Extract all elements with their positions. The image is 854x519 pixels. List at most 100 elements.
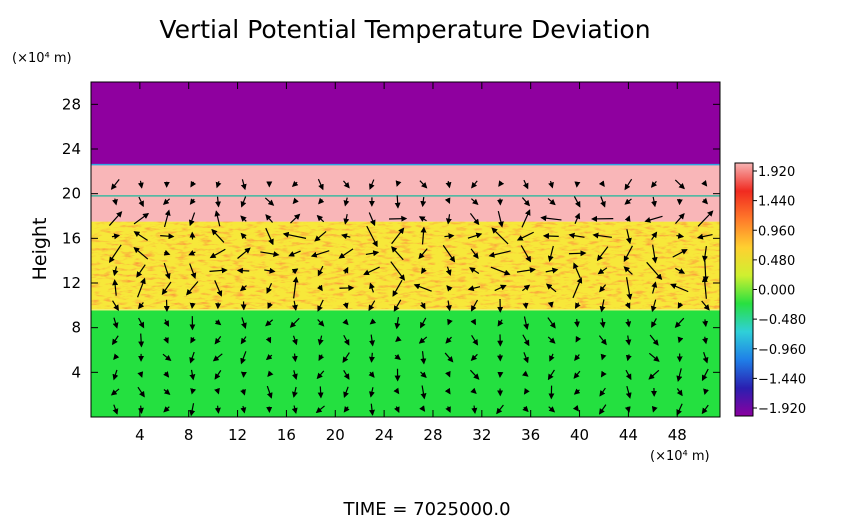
wind-arrow [291, 405, 298, 415]
wind-arrow [419, 405, 426, 412]
wind-arrow [598, 180, 605, 188]
colorbar-label: 1.440 [758, 195, 795, 210]
wind-arrow [137, 371, 144, 378]
wind-arrow [471, 180, 478, 189]
wind-arrow [516, 231, 534, 241]
wind-arrow [318, 354, 325, 361]
wind-arrow [186, 281, 199, 296]
wind-arrow [343, 180, 350, 189]
wind-arrow [522, 370, 529, 377]
wind-arrow [266, 283, 273, 294]
wind-arrow [670, 283, 689, 293]
wind-arrow [393, 299, 402, 312]
wind-arrow [573, 370, 581, 379]
wind-arrow [442, 244, 456, 263]
wind-arrow [342, 302, 349, 310]
y-tick-label: 28 [62, 95, 81, 113]
wind-arrow [573, 388, 581, 395]
wind-arrow [676, 388, 683, 397]
wind-arrow [190, 336, 196, 344]
wind-arrow [419, 302, 426, 310]
wind-arrow [651, 196, 657, 208]
wind-arrow [651, 405, 658, 413]
wind-arrow [214, 370, 222, 380]
colorbar-label: −1.440 [758, 372, 806, 387]
wind-arrow [215, 196, 222, 208]
wind-arrow [625, 354, 632, 362]
wind-arrow [188, 250, 196, 256]
colorbar: 1.920 1.440 0.960 0.480 0.000 −0.480 −0.960 −1.… [734, 162, 806, 417]
wind-arrow [290, 213, 301, 224]
wind-arrow [214, 210, 221, 227]
plot-area [91, 82, 720, 417]
wind-arrow [317, 319, 325, 327]
wind-arrow [369, 334, 375, 347]
wind-arrow [572, 405, 579, 412]
wind-arrow [111, 335, 119, 346]
x-tick-label: 16 [277, 426, 296, 444]
chart-title: Vertial Potential Temperature Deviation [159, 15, 650, 44]
wind-arrow [574, 318, 580, 328]
wind-arrow [214, 405, 221, 414]
field-band-texture [91, 221, 720, 310]
wind-arrow [547, 336, 556, 344]
wind-arrow [108, 211, 123, 226]
wind-arrow [625, 229, 632, 245]
wind-arrow [420, 226, 427, 245]
wind-arrow [419, 180, 428, 189]
wind-arrow [445, 336, 452, 344]
wind-arrow [163, 249, 171, 256]
y-axis-label: Height [29, 218, 51, 281]
wind-arrow [211, 228, 225, 243]
wind-arrow [624, 215, 631, 222]
wind-arrow [547, 301, 554, 308]
wind-arrow [521, 197, 531, 207]
wind-arrow [291, 353, 298, 363]
wind-arrow [568, 232, 585, 239]
colorbar-label: 0.480 [758, 254, 795, 269]
x-unit-label: (×10⁴ m) [650, 449, 710, 464]
wind-arrow [522, 302, 529, 310]
wind-arrow [189, 351, 195, 364]
wind-arrow [651, 231, 658, 241]
wind-arrow [522, 284, 531, 292]
wind-arrow [702, 245, 708, 262]
wind-arrow [137, 405, 144, 414]
wind-arrow [600, 196, 606, 208]
x-tick-label: 40 [570, 426, 589, 444]
wind-arrow [651, 244, 658, 264]
x-tick-label: 44 [619, 426, 638, 444]
wind-arrow [574, 302, 581, 309]
wind-arrow [189, 302, 196, 309]
wind-arrow [189, 369, 196, 381]
wind-arrow [624, 178, 633, 191]
wind-arrow [237, 247, 251, 259]
wind-arrow [568, 250, 587, 257]
wind-arrow [574, 354, 581, 361]
wind-arrow [445, 406, 451, 413]
wind-arrow [267, 302, 273, 309]
wind-arrow [418, 248, 428, 260]
wind-arrow [368, 371, 375, 378]
wind-arrow [343, 406, 350, 413]
wind-arrow [316, 214, 325, 223]
wind-arrow [599, 299, 606, 313]
wind-arrow [702, 319, 709, 328]
wind-arrow [523, 316, 530, 330]
x-tick-label: 24 [375, 426, 394, 444]
wind-arrow [138, 317, 145, 329]
wind-arrow [240, 215, 247, 222]
wind-arrow [112, 300, 119, 312]
wind-arrow [522, 405, 529, 413]
wind-arrow [317, 265, 324, 277]
wind-arrow [547, 369, 555, 381]
wind-arrow [162, 198, 171, 205]
wind-arrow [470, 387, 477, 394]
colorbar-label: 0.960 [758, 224, 795, 239]
wind-arrow [292, 386, 298, 398]
wind-arrow [420, 196, 427, 208]
wind-arrow [112, 404, 119, 415]
wind-arrow [317, 299, 324, 312]
wind-arrow [646, 261, 663, 281]
wind-arrow [491, 227, 509, 245]
